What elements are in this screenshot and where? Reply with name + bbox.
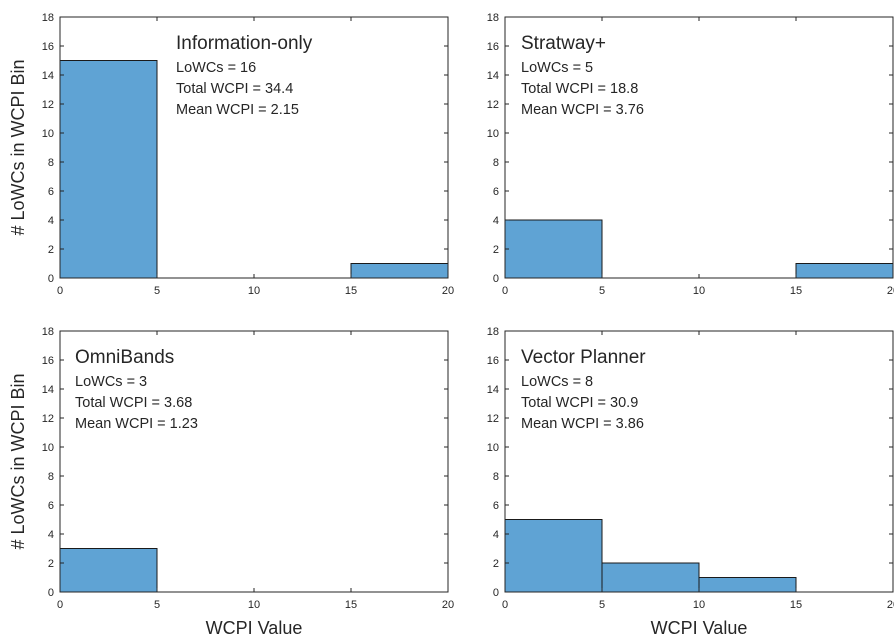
y-tick-label: 18	[42, 326, 54, 338]
x-tick-label: 20	[887, 599, 894, 611]
panels: 0 5 10 15 20024681012141618Information-onlyL…	[8, 12, 894, 638]
y-tick-label: 6	[493, 500, 499, 512]
y-tick-label: 16	[42, 355, 54, 367]
panel-title-omnibands: OmniBands	[75, 347, 174, 368]
y-tick-label: 16	[487, 41, 499, 53]
y-tick-label: 8	[493, 471, 499, 483]
x-tick-label: 10	[693, 599, 705, 611]
y-tick-label: 2	[493, 558, 499, 570]
y-tick-label: 6	[48, 500, 54, 512]
y-tick-label: 10	[487, 442, 499, 454]
bar-omnibands-0-5	[59, 548, 158, 593]
y-tick-label: 10	[487, 128, 499, 140]
x-tick-label: 15	[790, 285, 802, 297]
y-tick-label: 2	[48, 558, 54, 570]
annotation-vector-planner-2: Mean WCPI = 3.86	[521, 416, 644, 432]
annotation-stratway-1: Total WCPI = 18.8	[521, 81, 638, 97]
y-tick-label: 14	[42, 384, 54, 396]
panel-title-information-only: Information-only	[176, 33, 313, 54]
x-tick-label: 10	[248, 285, 260, 297]
y-tick-label: 16	[487, 355, 499, 367]
x-tick-label: 0	[502, 285, 508, 297]
panel-information-only: 0 5 10 15 20 0 2 4 6 8 10 12 14 16 18 Information-only L…	[8, 12, 454, 297]
x-axis-label: WCPI Value	[206, 618, 303, 638]
y-tick-label: 0	[493, 273, 499, 285]
y-tick-label: 16	[42, 41, 54, 53]
y-axis-label: # LoWCs in WCPI Bin	[8, 59, 28, 235]
panel-omnibands: 0 5 10 15 20 0 2 4 6 8 10 12 14 16 18 OmniBands LoWCs = …	[8, 326, 454, 638]
y-tick-label: 4	[493, 529, 499, 541]
panel-stratway: 0 5 10 15 20 0 2 4 6 8 10 12 14 16 18 Stratway+ LoWCs = …	[487, 12, 894, 297]
y-tick-label: 14	[487, 384, 499, 396]
panel-vector-planner: 0 5 10 15 20 0 2 4 6 8 10 12 14 16 18 Vector Planner LoW…	[487, 326, 894, 638]
annotation-information-only-0: LoWCs = 16	[176, 60, 256, 76]
x-tick-label: 15	[345, 599, 357, 611]
x-axis-label: WCPI Value	[651, 618, 748, 638]
x-tick-label: 5	[599, 285, 605, 297]
y-tick-label: 12	[487, 99, 499, 111]
x-tick-label: 15	[790, 599, 802, 611]
bar-vector-planner-0-5	[504, 519, 603, 593]
y-tick-label: 4	[48, 215, 54, 227]
y-tick-label: 18	[42, 12, 54, 24]
panel-title-stratway: Stratway+	[521, 33, 606, 54]
y-tick-label: 6	[493, 186, 499, 198]
bar-vector-planner-10-15	[698, 577, 797, 593]
annotation-vector-planner-1: Total WCPI = 30.9	[521, 395, 638, 411]
bar-information-only-15-20	[350, 263, 449, 279]
y-tick-label: 0	[48, 273, 54, 285]
bar-information-only-0-5	[59, 60, 158, 279]
y-tick-label: 4	[48, 529, 54, 541]
x-tick-label: 0	[57, 285, 63, 297]
x-tick-label: 0	[502, 599, 508, 611]
x-tick-label: 5	[154, 285, 160, 297]
y-tick-label: 10	[42, 128, 54, 140]
annotation-omnibands-1: Total WCPI = 3.68	[75, 395, 192, 411]
annotation-omnibands-2: Mean WCPI = 1.23	[75, 416, 198, 432]
y-tick-label: 4	[493, 215, 499, 227]
annotation-stratway-0: LoWCs = 5	[521, 60, 593, 76]
y-tick-label: 12	[42, 413, 54, 425]
y-tick-label: 14	[42, 70, 54, 82]
y-tick-label: 18	[487, 12, 499, 24]
annotation-omnibands-0: LoWCs = 3	[75, 374, 147, 390]
annotation-information-only-2: Mean WCPI = 2.15	[176, 102, 299, 118]
y-tick-label: 8	[48, 471, 54, 483]
y-tick-label: 12	[487, 413, 499, 425]
y-tick-label: 0	[493, 587, 499, 599]
bar-stratway-15-20	[795, 263, 894, 279]
y-tick-label: 2	[493, 244, 499, 256]
annotation-vector-planner-0: LoWCs = 8	[521, 374, 593, 390]
x-tick-label: 0	[57, 599, 63, 611]
x-tick-label: 5	[599, 599, 605, 611]
y-tick-label: 0	[48, 587, 54, 599]
y-axis-label: # LoWCs in WCPI Bin	[8, 373, 28, 549]
y-tick-label: 18	[487, 326, 499, 338]
x-tick-label: 20	[442, 599, 454, 611]
x-tick-label: 10	[693, 285, 705, 297]
x-tick-label: 20	[887, 285, 894, 297]
x-tick-label: 20	[442, 285, 454, 297]
bar-vector-planner-5-10	[601, 562, 700, 593]
bar-stratway-0-5	[504, 219, 603, 279]
y-tick-label: 10	[42, 442, 54, 454]
y-tick-label: 8	[493, 157, 499, 169]
panel-title-vector-planner: Vector Planner	[521, 347, 646, 368]
y-tick-label: 8	[48, 157, 54, 169]
x-tick-label: 5	[154, 599, 160, 611]
x-tick-label: 10	[248, 599, 260, 611]
y-tick-label: 12	[42, 99, 54, 111]
y-tick-label: 2	[48, 244, 54, 256]
x-tick-label: 15	[345, 285, 357, 297]
y-tick-label: 6	[48, 186, 54, 198]
annotation-stratway-2: Mean WCPI = 3.76	[521, 102, 644, 118]
y-tick-label: 14	[487, 70, 499, 82]
annotation-information-only-1: Total WCPI = 34.4	[176, 81, 293, 97]
